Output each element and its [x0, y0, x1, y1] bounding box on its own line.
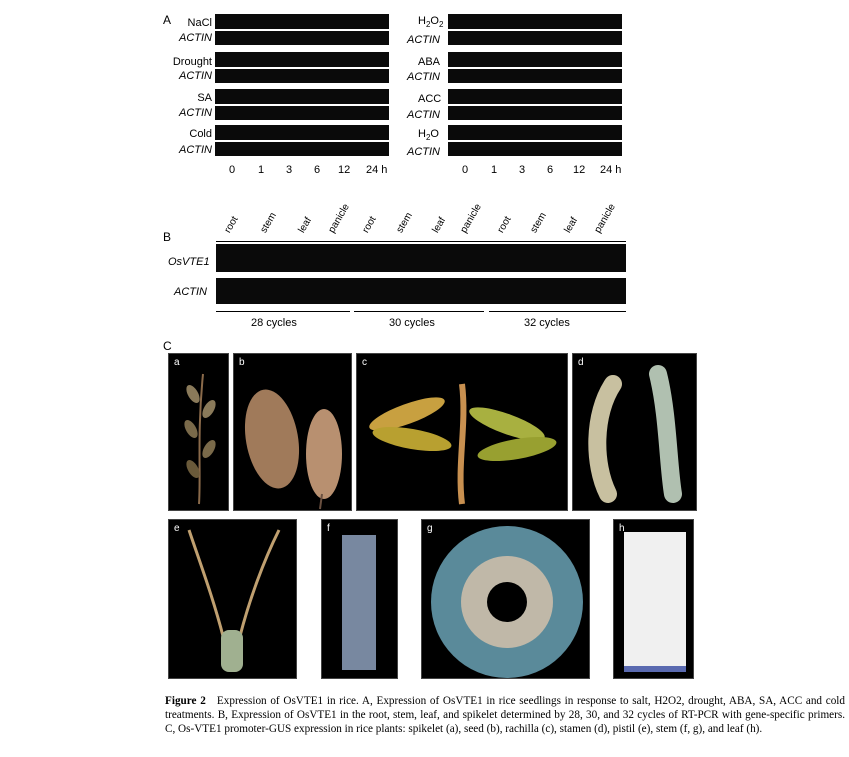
- actin-label: ACTIN: [407, 34, 440, 46]
- time-label: 0: [462, 164, 469, 176]
- photo-spikelet: a: [168, 353, 229, 511]
- actin-label: ACTIN: [179, 107, 212, 119]
- time-label: 6: [547, 164, 554, 176]
- gel-h2o2: [448, 14, 622, 29]
- photo-seed: b: [233, 353, 352, 511]
- figure-label: Figure 2: [165, 695, 206, 707]
- lane-label: panicle: [326, 202, 352, 235]
- photo-pistil: e: [168, 519, 297, 679]
- lane-divider: [216, 241, 626, 242]
- time-label: 3: [286, 164, 293, 176]
- gel-actin: [448, 69, 622, 83]
- actin-label: ACTIN: [407, 109, 440, 121]
- panel-a-label: A: [163, 13, 172, 27]
- photo-label: a: [174, 357, 180, 368]
- treatment-label-cold: Cold: [189, 128, 212, 140]
- cycle-label: 32 cycles: [524, 317, 570, 329]
- lane-label: panicle: [458, 202, 484, 235]
- actin-label: ACTIN: [407, 71, 440, 83]
- photo-rachilla: c: [356, 353, 568, 511]
- gel-nacl: [215, 14, 389, 29]
- gel-sa: [215, 89, 389, 104]
- time-label: 6: [314, 164, 321, 176]
- cycle-bracket: [216, 311, 350, 312]
- pistil-drawing: [187, 529, 281, 672]
- time-label: 12: [573, 164, 586, 176]
- photo-label: h: [619, 523, 625, 534]
- photo-label: f: [327, 523, 330, 534]
- time-label: 1: [491, 164, 498, 176]
- lane-label: stem: [528, 210, 549, 235]
- lane-label: stem: [258, 210, 279, 235]
- time-label: 0: [229, 164, 236, 176]
- photo-label: b: [239, 357, 245, 368]
- lane-label: stem: [394, 210, 415, 235]
- treatment-label-aba: ABA: [418, 56, 441, 68]
- treatment-label-drought: Drought: [172, 56, 212, 68]
- gel-aba: [448, 52, 622, 67]
- panel-b-label: B: [163, 230, 172, 244]
- photo-stem-g: g: [421, 519, 590, 679]
- seed-drawing: [244, 389, 342, 510]
- gel-actin: [215, 106, 389, 120]
- gel-h2o: [448, 125, 622, 140]
- caption-text: Expression of OsVTE1 in rice. A, Express…: [165, 695, 845, 735]
- panel-c-label: C: [163, 339, 172, 353]
- time-label: 24 h: [600, 164, 622, 176]
- cycle-bracket: [354, 311, 484, 312]
- treatment-label-acc: ACC: [418, 93, 442, 105]
- photo-leaf: h: [613, 519, 694, 679]
- gel-drought: [215, 52, 389, 67]
- gel-actin: [448, 142, 622, 156]
- lane-label: leaf: [296, 215, 315, 235]
- spikelet-drawing: [184, 373, 216, 505]
- actin-label: ACTIN: [179, 70, 212, 82]
- actin-label: ACTIN: [174, 286, 207, 298]
- treatment-label-h2o2: H2O2: [418, 15, 444, 30]
- treatment-label-h2o: H2O: [418, 128, 439, 143]
- time-label: 1: [258, 164, 265, 176]
- treatment-label-nacl: NaCl: [187, 17, 212, 29]
- gel-osvte1: [216, 244, 626, 272]
- gel-actin: [215, 31, 389, 45]
- lane-label: root: [222, 214, 241, 235]
- lane-label: root: [360, 214, 379, 235]
- time-label: 12: [338, 164, 351, 176]
- actin-label: ACTIN: [179, 32, 212, 44]
- time-label: 24 h: [366, 164, 388, 176]
- photo-label: d: [578, 357, 584, 368]
- rachilla-drawing: [369, 383, 557, 505]
- actin-label: ACTIN: [179, 144, 212, 156]
- treatment-label-sa: SA: [197, 92, 212, 104]
- cycle-bracket: [489, 311, 626, 312]
- lane-label: root: [495, 214, 514, 235]
- photo-label: e: [174, 523, 180, 534]
- gel-cold: [215, 125, 389, 140]
- photo-label: g: [427, 523, 433, 534]
- photo-stamen: d: [572, 353, 697, 511]
- lane-label: panicle: [592, 202, 618, 235]
- time-label: 3: [519, 164, 526, 176]
- lane-label: leaf: [562, 215, 581, 235]
- gel-acc: [448, 89, 622, 104]
- photo-label: c: [362, 357, 367, 368]
- cycle-label: 30 cycles: [389, 317, 435, 329]
- gene-label-osvte1: OsVTE1: [168, 256, 210, 268]
- stamen-drawing: [588, 365, 682, 503]
- gel-actin: [215, 142, 389, 156]
- figure-caption: Figure 2 Expression of OsVTE1 in rice. A…: [165, 694, 845, 736]
- stem-drawing: [342, 535, 376, 670]
- leaf-drawing: [624, 532, 686, 672]
- lane-label: leaf: [430, 215, 449, 235]
- gel-actin: [448, 31, 622, 45]
- gel-actin: [216, 278, 626, 304]
- photo-stem-f: f: [321, 519, 398, 679]
- stem-cross-section-drawing: [431, 526, 583, 678]
- cycle-label: 28 cycles: [251, 317, 297, 329]
- gel-actin: [215, 69, 389, 83]
- actin-label: ACTIN: [407, 146, 440, 158]
- gel-actin: [448, 106, 622, 120]
